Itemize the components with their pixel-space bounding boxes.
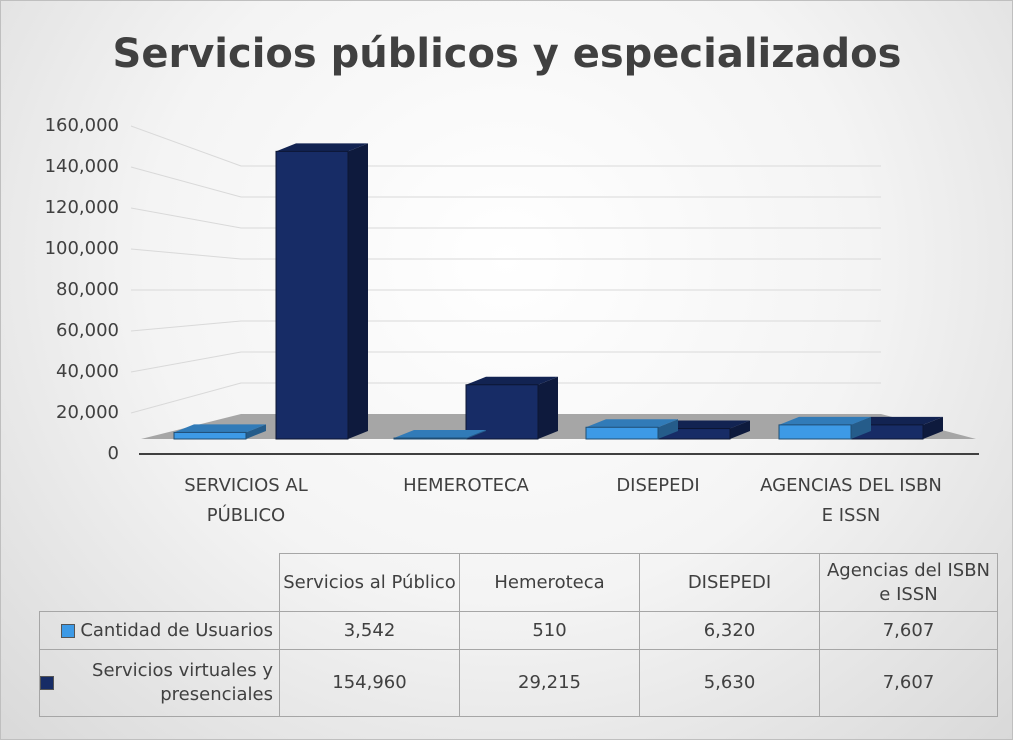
x-tick-label: HEMEROTECA <box>403 475 529 496</box>
table-value: 5,630 <box>639 649 820 717</box>
table-value: 7,607 <box>819 611 998 650</box>
bar-side <box>246 424 266 439</box>
table-value: 3,542 <box>279 611 460 650</box>
x-tick-label: DISEPEDI <box>616 475 700 496</box>
bar <box>393 430 486 440</box>
bar-side <box>538 376 558 439</box>
bar-front <box>585 426 659 440</box>
bar-top <box>174 424 266 433</box>
legend-entry: Servicios virtuales y presenciales <box>39 649 280 717</box>
grid-line <box>130 351 881 373</box>
legend-swatch <box>40 676 54 690</box>
bar <box>173 424 266 440</box>
bar-top <box>586 419 678 428</box>
bar-top <box>394 430 486 439</box>
y-tick-label: 80,000 <box>56 279 119 300</box>
grid-line <box>130 125 881 167</box>
grid-line <box>130 248 881 260</box>
x-tick-label: SERVICIOS AL PÚBLICO <box>184 475 308 526</box>
bar-front <box>173 431 247 440</box>
bar-side <box>730 420 750 439</box>
grid-line <box>130 382 881 414</box>
y-tick-label: 100,000 <box>45 238 119 259</box>
y-tick-label: 120,000 <box>45 197 119 218</box>
legend-label: Cantidad de Usuarios <box>80 619 273 641</box>
table-header: Agencias del ISBN e ISSN <box>819 553 998 612</box>
bar <box>657 420 750 440</box>
y-tick-label: 0 <box>108 443 119 464</box>
table-value: 154,960 <box>279 649 460 717</box>
table-header: Servicios al Público <box>279 553 460 612</box>
table-value: 7,607 <box>819 649 998 717</box>
bar-side <box>923 416 943 439</box>
bar-side <box>851 416 871 439</box>
legend-swatch <box>61 623 76 638</box>
bar-side <box>658 419 678 439</box>
table-value: 6,320 <box>639 611 820 650</box>
bar-front <box>465 384 539 440</box>
table-header: DISEPEDI <box>639 553 820 612</box>
bar-top <box>779 416 871 425</box>
x-tick-label: AGENCIAS DEL ISBN E ISSN <box>760 475 942 526</box>
bar-front <box>778 424 852 440</box>
table-value: 510 <box>459 611 640 650</box>
grid-line <box>130 320 881 332</box>
grid-line <box>130 207 881 229</box>
y-tick-label: 20,000 <box>56 402 119 423</box>
y-tick-label: 60,000 <box>56 320 119 341</box>
bar-top <box>851 416 943 425</box>
y-tick-label: 160,000 <box>45 115 119 136</box>
y-tick-label: 140,000 <box>45 156 119 177</box>
table-header: Hemeroteca <box>459 553 640 612</box>
chart-title: Servicios públicos y especializados <box>113 31 902 77</box>
grid-line <box>130 166 881 198</box>
bar <box>778 416 871 440</box>
bar-top <box>276 143 368 152</box>
bar-front <box>275 150 349 440</box>
bar-side <box>466 430 486 439</box>
bar-side <box>348 143 368 439</box>
legend-entry: Cantidad de Usuarios <box>39 611 280 650</box>
bar-top <box>658 420 750 429</box>
bar <box>465 376 558 440</box>
bar <box>585 419 678 440</box>
bar <box>275 143 368 440</box>
legend-label: Servicios virtuales y presenciales <box>92 660 273 705</box>
table-value: 29,215 <box>459 649 640 717</box>
bar-front <box>393 437 467 440</box>
y-tick-label: 40,000 <box>56 361 119 382</box>
bar-top <box>466 376 558 385</box>
